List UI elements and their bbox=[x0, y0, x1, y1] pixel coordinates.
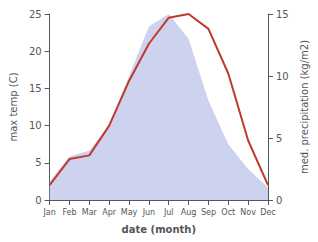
svg-text:20: 20 bbox=[29, 46, 42, 57]
svg-text:Mar: Mar bbox=[82, 208, 98, 217]
svg-text:10: 10 bbox=[276, 71, 289, 82]
svg-text:15: 15 bbox=[276, 9, 289, 20]
svg-text:0: 0 bbox=[35, 195, 41, 206]
svg-text:Dec: Dec bbox=[260, 208, 275, 217]
svg-text:5: 5 bbox=[276, 133, 282, 144]
svg-text:Aug: Aug bbox=[181, 208, 197, 217]
svg-text:max temp (C): max temp (C) bbox=[8, 72, 19, 141]
svg-text:Oct: Oct bbox=[221, 208, 235, 217]
svg-text:date (month): date (month) bbox=[122, 224, 196, 235]
svg-text:May: May bbox=[121, 208, 138, 217]
svg-text:Sep: Sep bbox=[201, 208, 216, 217]
svg-text:15: 15 bbox=[29, 83, 42, 94]
svg-text:Jul: Jul bbox=[163, 208, 174, 217]
svg-text:0: 0 bbox=[276, 195, 282, 206]
svg-text:5: 5 bbox=[35, 157, 41, 168]
svg-text:Nov: Nov bbox=[240, 208, 256, 217]
svg-text:25: 25 bbox=[29, 9, 42, 20]
svg-text:Apr: Apr bbox=[102, 208, 117, 217]
svg-text:med. precipitation (kg/m2): med. precipitation (kg/m2) bbox=[299, 40, 310, 174]
svg-text:Jan: Jan bbox=[42, 208, 55, 217]
svg-text:10: 10 bbox=[29, 120, 42, 131]
svg-text:Feb: Feb bbox=[62, 208, 76, 217]
svg-text:Jun: Jun bbox=[142, 208, 156, 217]
